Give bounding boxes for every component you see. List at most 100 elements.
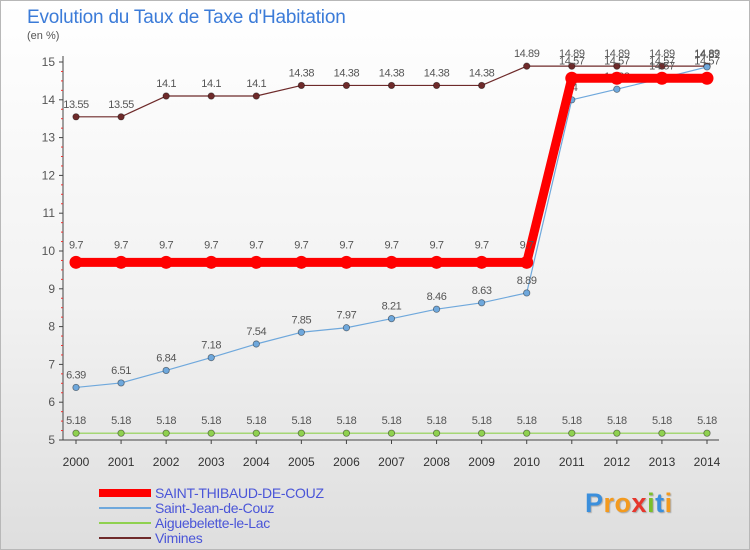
data-point-aiguebelette-le-lac [342,429,351,437]
data-label-aiguebelette-le-lac: 5.18 [291,415,311,427]
series-line-saint-thibaud-de-couz [76,73,707,267]
data-point-vimines [297,81,305,90]
data-label-saint-thibaud-de-couz: 9.7 [114,239,128,251]
data-point-saint-thibaud-de-couz [520,255,534,269]
x-tick-label: 2009 [468,455,495,469]
data-point-aiguebelette-le-lac [478,429,486,437]
legend-label: Vimines [155,529,203,546]
data-label-saint-jean-de-couz: 14.57 [649,60,675,72]
data-label-vimines: 14.1 [246,78,266,90]
data-point-vimines [432,81,441,90]
data-point-saint-thibaud-de-couz [700,71,714,85]
data-label-aiguebelette-le-lac: 5.18 [201,415,221,427]
data-label-saint-thibaud-de-couz: 9.7 [159,239,173,251]
data-point-vimines [387,81,396,90]
data-label-vimines: 14.1 [156,78,176,90]
data-label-saint-thibaud-de-couz: 14.57 [694,55,720,67]
data-point-saint-jean-de-couz [523,289,531,297]
data-point-saint-thibaud-de-couz [339,255,353,269]
legend: SAINT-THIBAUD-DE-COUZ Saint-Jean-de-Couz A… [99,485,324,545]
x-tick-label: 2000 [63,455,90,469]
data-label-aiguebelette-le-lac: 5.18 [697,415,717,427]
data-point-saint-jean-de-couz [613,85,621,93]
data-label-aiguebelette-le-lac: 5.18 [337,415,357,427]
data-label-aiguebelette-le-lac: 5.18 [427,415,447,427]
data-label-aiguebelette-le-lac: 5.18 [66,415,86,427]
data-label-aiguebelette-le-lac: 5.18 [607,415,627,427]
data-point-vimines [207,92,215,100]
y-tick-label: 7 [48,357,55,371]
data-label-saint-thibaud-de-couz: 14.57 [649,55,675,67]
data-point-saint-thibaud-de-couz [385,255,398,269]
data-label-saint-jean-de-couz: 7.85 [291,314,311,326]
y-tick-label: 12 [42,168,56,182]
y-tick-label: 8 [48,320,55,334]
data-point-vimines [658,62,666,70]
logo-letter: t [655,488,665,518]
data-point-aiguebelette-le-lac [72,429,80,437]
data-point-aiguebelette-le-lac [207,429,215,437]
data-point-saint-jean-de-couz [703,63,711,71]
data-point-vimines [162,92,170,100]
data-label-saint-thibaud-de-couz: 9.7 [339,239,353,251]
chart-title: Evolution du Taux de Taxe d'Habitation [27,7,346,28]
data-label-vimines: 14.89 [559,48,585,60]
data-point-saint-jean-de-couz [478,299,486,307]
data-label-vimines: 14.89 [649,48,675,60]
x-tick-label: 2004 [243,455,270,469]
legend-item-saint-jean-de-couz: Saint-Jean-de-Couz [99,500,324,515]
legend-swatch [99,506,151,509]
data-point-saint-jean-de-couz [117,379,125,387]
data-label-aiguebelette-le-lac: 5.18 [517,415,537,427]
data-point-vimines [117,113,125,121]
data-point-saint-thibaud-de-couz [565,71,579,85]
data-label-saint-thibaud-de-couz: 9.7 [475,239,489,251]
data-label-saint-jean-de-couz: 8.63 [472,285,492,297]
data-label-aiguebelette-le-lac: 5.18 [472,415,492,427]
legend-swatch [99,521,151,524]
data-point-saint-thibaud-de-couz [69,255,83,269]
data-label-aiguebelette-le-lac: 5.18 [111,415,131,427]
legend-swatch [99,536,151,539]
y-tick-label: 5 [48,433,55,447]
x-tick-label: 2008 [423,455,450,469]
data-point-saint-jean-de-couz [342,324,351,332]
x-tick-label: 2013 [649,455,676,469]
data-point-aiguebelette-le-lac [162,429,170,437]
data-label-aiguebelette-le-lac: 5.18 [562,415,582,427]
data-point-aiguebelette-le-lac [117,429,125,437]
data-label-vimines: 14.38 [334,67,360,79]
x-tick-label: 2011 [559,455,585,469]
data-label-saint-jean-de-couz: 7.54 [246,326,266,338]
data-label-saint-jean-de-couz: 6.84 [156,352,176,364]
logo-letter: r [603,488,615,518]
data-point-saint-thibaud-de-couz [655,71,669,85]
data-label-saint-thibaud-de-couz: 9.7 [430,239,444,251]
data-label-saint-jean-de-couz: 7.97 [337,310,357,322]
data-point-vimines [342,81,351,90]
data-point-aiguebelette-le-lac [297,429,305,437]
data-point-vimines [252,92,260,100]
y-tick-label: 9 [48,282,55,296]
series-line-saint-jean-de-couz [75,66,708,389]
data-point-vimines [568,62,576,70]
data-point-vimines [613,62,621,70]
data-point-saint-jean-de-couz [252,340,260,348]
data-label-vimines: 14.38 [379,67,405,79]
x-tick-label: 2003 [198,455,225,469]
data-point-aiguebelette-le-lac [432,429,441,437]
data-label-saint-thibaud-de-couz: 14.57 [559,55,585,67]
data-label-vimines: 14.1 [201,78,221,90]
data-label-vimines: 13.55 [108,99,134,111]
data-point-aiguebelette-le-lac [613,429,621,437]
y-tick-label: 14 [42,93,56,107]
data-label-vimines: 14.89 [514,48,540,60]
data-label-saint-thibaud-de-couz: 9.7 [204,239,218,251]
data-label-saint-jean-de-couz: 8.46 [427,291,447,303]
data-label-saint-thibaud-de-couz: 9.7 [384,239,398,251]
data-point-saint-jean-de-couz [432,305,441,313]
x-tick-label: 2014 [694,455,721,469]
logo-letter: i [664,488,673,518]
data-label-saint-jean-de-couz: 14.87 [694,49,720,61]
